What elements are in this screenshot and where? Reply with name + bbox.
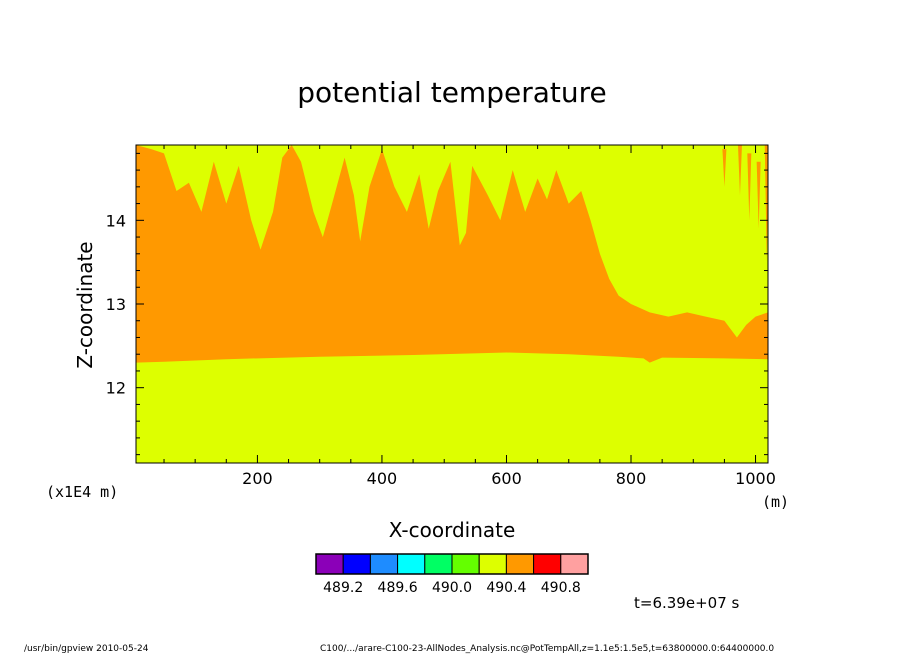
colorbar-cell-9 — [560, 553, 589, 575]
footer-source: C100/.../arare-C100-23-AllNodes_Analysis… — [320, 644, 774, 654]
field-orange-streak-1 — [737, 145, 742, 196]
colorbar-cell-2 — [369, 553, 399, 575]
x-tick-label-1000: 1000 — [735, 469, 776, 488]
colorbar-cell-4 — [424, 553, 453, 575]
colorbar-cell-6 — [478, 553, 507, 575]
colorbar-cell-1 — [342, 553, 371, 575]
time-label: t=6.39e+07 s — [634, 594, 740, 612]
x-units-label: (m) — [762, 493, 789, 511]
field-orange-streak-0 — [722, 149, 727, 187]
colorbar-cell-8 — [533, 553, 562, 575]
x-tick-label-400: 400 — [367, 469, 398, 488]
colorbar: 489.2 489.6 490.0 490.4 490.8 — [315, 553, 589, 596]
colorbar-cell-3 — [397, 553, 426, 575]
field-orange-streak-3 — [756, 161, 761, 229]
colorbar-label-1: 489.6 — [378, 580, 418, 596]
y-units-label: (x1E4 m) — [46, 483, 118, 501]
field-layer — [136, 145, 768, 463]
plot-area: 200 400 600 800 1000 12 13 14 — [106, 144, 776, 488]
y-axis-label: Z-coordinate — [73, 241, 97, 368]
colorbar-frame — [315, 553, 589, 575]
colorbar-cell-5 — [451, 553, 480, 575]
colorbar-label-0: 489.2 — [323, 580, 363, 596]
x-tick-label-800: 800 — [616, 469, 647, 488]
colorbar-cell-0 — [315, 553, 344, 575]
colorbar-label-2: 490.0 — [432, 580, 472, 596]
y-tick-label-12: 12 — [106, 379, 126, 398]
footer-program: /usr/bin/gpview 2010-05-24 — [24, 644, 149, 654]
x-tick-label-600: 600 — [491, 469, 522, 488]
field-orange-layer — [136, 145, 768, 363]
field-orange-streak-2 — [747, 153, 752, 221]
chart-title: potential temperature — [297, 76, 606, 109]
colorbar-label-4: 490.8 — [541, 580, 581, 596]
colorbar-label-3: 490.4 — [486, 580, 526, 596]
x-tick-label-200: 200 — [242, 469, 273, 488]
colorbar-cell-7 — [505, 553, 535, 575]
y-tick-label-14: 14 — [106, 211, 126, 230]
x-axis-label: X-coordinate — [389, 518, 516, 542]
y-tick-label-13: 13 — [106, 295, 126, 314]
